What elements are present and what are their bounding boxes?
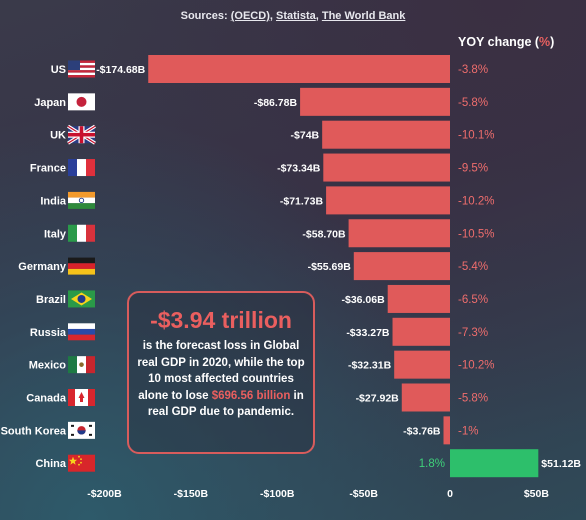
value-label-12: $51.12B	[541, 458, 581, 470]
x-tick-5: $50B	[524, 488, 550, 500]
value-label-6: -$55.69B	[308, 261, 352, 273]
yoy-header: YOY change (%)	[458, 35, 554, 49]
value-label-2: -$74B	[291, 130, 320, 142]
callout-text: is the forecast loss in Global real GDP …	[129, 338, 313, 421]
bar-2	[322, 120, 450, 149]
value-label-5: -$58.70B	[302, 228, 346, 240]
country-label-12: China	[35, 458, 66, 470]
yoy-change-0: -3.8%	[458, 64, 488, 76]
x-tick-4: 0	[447, 488, 453, 500]
country-label-5: Italy	[44, 228, 67, 240]
uk-flag-icon	[67, 124, 96, 145]
bar-3	[323, 153, 450, 182]
x-tick-2: -$100B	[260, 488, 295, 500]
bar-10	[401, 383, 450, 412]
yoy-change-5: -10.5%	[458, 228, 494, 240]
bar-12	[450, 449, 539, 478]
france-flag-icon	[68, 159, 95, 177]
country-label-0: US	[51, 64, 66, 76]
yoy-header-unit: %	[539, 35, 551, 49]
source-oecd: (OECD)	[230, 10, 270, 22]
sources-prefix: Sources:	[180, 10, 231, 22]
value-label-11: -$3.76B	[403, 425, 441, 437]
yoy-change-3: -9.5%	[458, 163, 488, 175]
yoy-change-8: -7.3%	[458, 327, 488, 339]
country-label-11: South Korea	[1, 425, 67, 437]
country-label-9: Mexico	[29, 360, 67, 372]
russia-flag-icon	[68, 323, 95, 341]
yoy-change-2: -10.1%	[458, 130, 494, 142]
italy-flag-icon	[68, 224, 95, 242]
yoy-change-11: -1%	[458, 425, 478, 437]
x-tick-1: -$150B	[174, 488, 209, 500]
yoy-change-9: -10.2%	[458, 360, 494, 372]
sources-line: Sources: (OECD), Statista, The World Ban…	[0, 10, 586, 22]
bar-1	[300, 87, 450, 116]
country-label-8: Russia	[30, 327, 67, 339]
value-label-8: -$33.27B	[346, 327, 390, 339]
country-label-7: Brazil	[36, 294, 66, 306]
us-flag-icon	[68, 60, 95, 78]
india-flag-icon	[68, 191, 95, 209]
bar-0	[148, 55, 450, 83]
callout-highlight: $696.56 billion	[211, 389, 291, 402]
yoy-change-12: 1.8%	[419, 458, 445, 470]
x-tick-3: -$50B	[349, 488, 378, 500]
brazil-flag-icon	[68, 290, 95, 308]
yoy-change-6: -5.4%	[458, 261, 488, 273]
yoy-header-label: YOY change (	[458, 35, 540, 49]
germany-flag-icon	[68, 257, 95, 275]
yoy-change-1: -5.8%	[458, 97, 488, 109]
sources-sep1: ,	[269, 10, 276, 22]
value-label-10: -$27.92B	[356, 393, 400, 405]
country-label-4: India	[40, 195, 67, 207]
source-worldbank: The World Bank	[321, 10, 406, 22]
value-label-7: -$36.06B	[342, 294, 386, 306]
callout-text-before: is the forecast loss in Global real GDP …	[137, 340, 305, 402]
bar-4	[326, 186, 450, 215]
callout-text-after: in real GDP due to pandemic.	[147, 389, 304, 419]
country-label-2: UK	[50, 130, 66, 142]
bar-6	[353, 252, 450, 281]
callout-box: -$3.94 trillion is the forecast loss in …	[127, 291, 315, 454]
country-label-1: Japan	[34, 97, 66, 109]
source-statista: Statista	[275, 10, 316, 22]
china-flag-icon	[68, 454, 95, 472]
bar-9	[394, 350, 450, 379]
japan-flag-icon	[68, 93, 95, 111]
yoy-change-10: -5.8%	[458, 393, 488, 405]
country-label-10: Canada	[26, 393, 67, 405]
yoy-change-4: -10.2%	[458, 195, 494, 207]
mexico-flag-icon	[68, 356, 95, 374]
bar-8	[392, 317, 450, 346]
x-tick-0: -$200B	[87, 488, 122, 500]
value-label-4: -$71.73B	[280, 195, 324, 207]
country-label-6: Germany	[18, 261, 67, 273]
country-label-3: France	[30, 163, 66, 175]
yoy-header-close: )	[550, 35, 555, 49]
sources-sep2: ,	[315, 10, 322, 22]
bar-11	[443, 416, 450, 445]
canada-flag-icon	[68, 389, 95, 406]
value-label-3: -$73.34B	[277, 163, 321, 175]
bar-5	[348, 219, 450, 248]
value-label-9: -$32.31B	[348, 360, 392, 372]
value-label-1: -$86.78B	[254, 97, 298, 109]
yoy-change-7: -6.5%	[458, 294, 488, 306]
value-label-0: -$174.68B	[96, 64, 145, 76]
south-korea-flag-icon	[68, 421, 95, 439]
bar-7	[387, 284, 450, 313]
callout-headline: -$3.94 trillion	[150, 307, 292, 333]
